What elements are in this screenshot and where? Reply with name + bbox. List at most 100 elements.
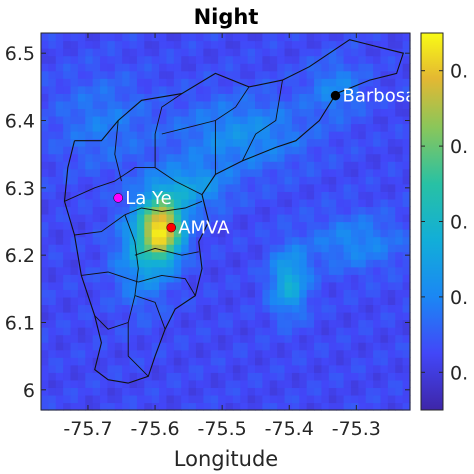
- heatmap-cell: [336, 161, 345, 170]
- heatmap-cell: [218, 48, 227, 57]
- site-label: La Ye: [125, 188, 171, 209]
- heatmap-cell: [85, 311, 94, 321]
- heatmap-cell: [262, 168, 271, 177]
- heatmap-cell: [114, 244, 123, 253]
- heatmap-cell: [41, 85, 49, 94]
- heatmap-cell: [306, 93, 315, 102]
- heatmap-cell: [328, 236, 337, 245]
- heatmap-cell: [195, 236, 204, 245]
- heatmap-cell: [240, 168, 249, 177]
- heatmap-cell: [255, 387, 263, 396]
- heatmap-cell: [262, 296, 271, 306]
- heatmap-cell: [402, 342, 411, 351]
- heatmap-cell: [151, 327, 160, 336]
- heatmap-cell: [77, 334, 86, 343]
- heatmap-cell: [277, 108, 286, 117]
- heatmap-cell: [306, 206, 315, 215]
- heatmap-cell: [122, 78, 131, 87]
- heatmap-cell: [277, 176, 286, 185]
- heatmap-cell: [365, 289, 374, 298]
- heatmap-cell: [218, 372, 227, 381]
- heatmap-cell: [218, 319, 227, 328]
- heatmap-cell: [129, 327, 138, 336]
- heatmap-cell: [203, 251, 212, 260]
- heatmap-cell: [343, 221, 352, 230]
- heatmap-cell: [328, 153, 337, 162]
- heatmap-cell: [373, 274, 382, 283]
- heatmap-cell: [77, 40, 86, 49]
- heatmap-cell: [395, 161, 404, 170]
- heatmap-cell: [247, 100, 256, 109]
- heatmap-cell: [41, 372, 49, 381]
- heatmap-cell: [70, 108, 79, 117]
- heatmap-cell: [166, 394, 175, 404]
- heatmap-cell: [122, 236, 131, 245]
- colorbar-tick-label: 0.: [450, 287, 468, 309]
- heatmap-cell: [299, 349, 308, 358]
- heatmap-cell: [92, 153, 101, 162]
- heatmap-cell: [151, 342, 160, 351]
- heatmap-cell: [247, 123, 256, 132]
- heatmap-cell: [269, 304, 278, 313]
- heatmap-cell: [225, 55, 234, 64]
- heatmap-cell: [48, 40, 57, 49]
- heatmap-cell: [365, 85, 374, 94]
- heatmap-cell: [41, 251, 49, 260]
- heatmap-cell: [203, 266, 212, 275]
- heatmap-cell: [55, 394, 64, 404]
- heatmap-cell: [181, 213, 190, 223]
- heatmap-cell: [306, 319, 315, 328]
- heatmap-cell: [358, 78, 367, 87]
- heatmap-cell: [321, 198, 330, 208]
- heatmap-cell: [114, 281, 123, 290]
- heatmap-cell: [262, 123, 271, 132]
- heatmap-cell: [159, 161, 168, 170]
- heatmap-cell: [321, 372, 330, 381]
- heatmap-cell: [173, 183, 182, 192]
- heatmap-cell: [159, 63, 168, 72]
- heatmap-cell: [277, 266, 286, 275]
- heatmap-cell: [100, 342, 109, 351]
- site-label: AMVA: [178, 218, 230, 239]
- heatmap-cell: [328, 115, 337, 125]
- heatmap-cell: [70, 48, 79, 57]
- heatmap-cell: [48, 191, 57, 200]
- heatmap-cell: [77, 259, 86, 268]
- heatmap-cell: [195, 221, 204, 230]
- heatmap-cell: [173, 161, 182, 170]
- heatmap-cell: [314, 131, 323, 140]
- heatmap-cell: [373, 108, 382, 117]
- heatmap-cell: [210, 100, 219, 109]
- heatmap-cell: [210, 63, 219, 72]
- heatmap-cell: [41, 311, 49, 321]
- heatmap-cell: [350, 123, 359, 132]
- heatmap-cell: [358, 48, 367, 57]
- heatmap-cell: [129, 40, 138, 49]
- heatmap-cell: [55, 198, 64, 208]
- heatmap-cell: [380, 372, 389, 381]
- heatmap-cell: [284, 131, 293, 140]
- heatmap-cell: [306, 304, 315, 313]
- heatmap-cell: [247, 161, 256, 170]
- heatmap-cell: [151, 100, 160, 109]
- heatmap-cell: [92, 221, 101, 230]
- heatmap-cell: [321, 296, 330, 306]
- heatmap-cell: [277, 259, 286, 268]
- heatmap-cell: [262, 402, 271, 411]
- heatmap-cell: [114, 394, 123, 404]
- heatmap-cell: [262, 138, 271, 147]
- heatmap-cell: [225, 40, 234, 49]
- heatmap-cell: [387, 131, 396, 140]
- heatmap-cell: [218, 251, 227, 260]
- heatmap-cell: [225, 251, 234, 260]
- heatmap-cell: [181, 304, 190, 313]
- heatmap-cell: [114, 183, 123, 192]
- heatmap-cell: [225, 48, 234, 57]
- heatmap-cell: [136, 191, 145, 200]
- heatmap-cell: [107, 146, 116, 155]
- heatmap-cell: [284, 115, 293, 125]
- heatmap-cell: [77, 176, 86, 185]
- heatmap-cell: [55, 259, 64, 268]
- heatmap-cell: [100, 311, 109, 321]
- heatmap-cell: [373, 131, 382, 140]
